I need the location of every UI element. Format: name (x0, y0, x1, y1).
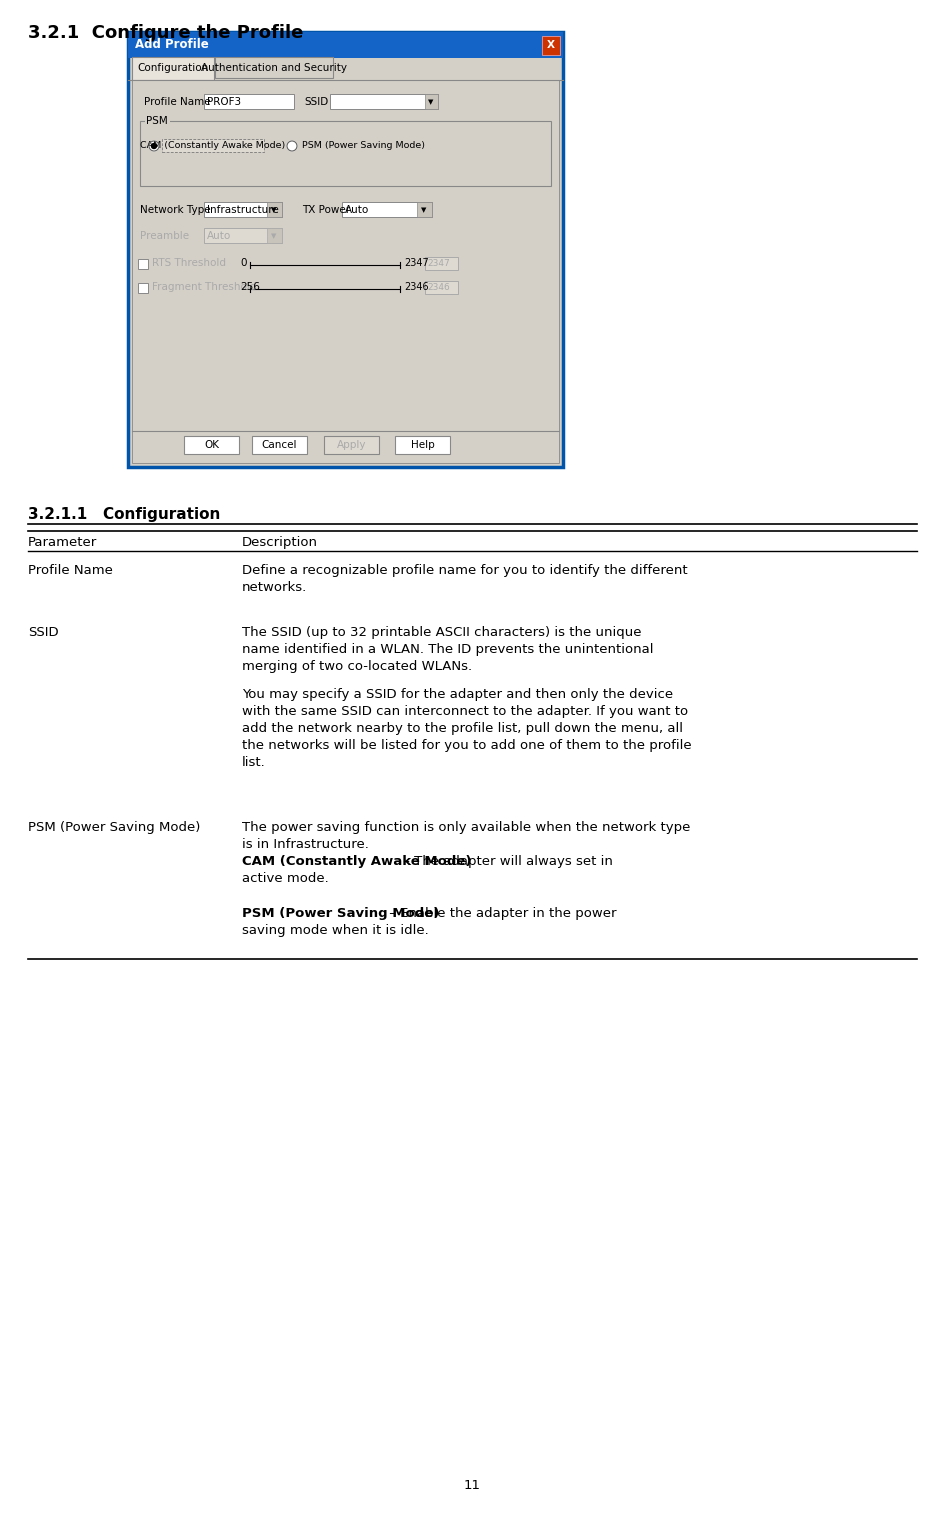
Text: 3.2.1  Configure the Profile: 3.2.1 Configure the Profile (28, 24, 303, 43)
Text: Define a recognizable profile name for you to identify the different: Define a recognizable profile name for y… (242, 565, 687, 577)
Text: CAM (Constantly Awake Mode): CAM (Constantly Awake Mode) (141, 142, 285, 151)
Text: 2347: 2347 (404, 259, 429, 268)
Bar (252, 435, 307, 454)
Text: 256: 256 (240, 282, 260, 292)
Text: ▼: ▼ (428, 99, 433, 105)
Bar (204, 202, 281, 218)
Text: The SSID (up to 32 printable ASCII characters) is the unique: The SSID (up to 32 printable ASCII chara… (242, 626, 641, 639)
Bar (267, 228, 281, 244)
Circle shape (287, 142, 296, 151)
Bar (416, 202, 431, 218)
Text: PSM (Power Saving Mode): PSM (Power Saving Mode) (302, 140, 425, 149)
Text: PSM: PSM (145, 116, 168, 126)
Bar (204, 228, 281, 244)
Text: SSID: SSID (304, 97, 328, 107)
Text: SSID: SSID (28, 626, 59, 639)
Text: merging of two co-located WLANs.: merging of two co-located WLANs. (242, 661, 472, 673)
Bar (342, 202, 431, 218)
Bar (132, 56, 213, 81)
Bar (395, 435, 449, 454)
Text: networks.: networks. (242, 581, 307, 594)
Bar (132, 81, 559, 463)
Text: RTS Threshold: RTS Threshold (152, 259, 226, 268)
Text: Cancel: Cancel (261, 440, 297, 451)
Bar (542, 37, 560, 55)
Text: add the network nearby to the profile list, pull down the menu, all: add the network nearby to the profile li… (242, 721, 683, 735)
Text: 2346: 2346 (404, 282, 429, 292)
Text: 2347: 2347 (427, 259, 449, 268)
Text: TX Power: TX Power (302, 205, 350, 215)
Bar (215, 56, 332, 78)
Text: Parameter: Parameter (28, 536, 97, 549)
Bar (138, 259, 148, 269)
Text: 0: 0 (240, 259, 246, 268)
Text: ▼: ▼ (421, 207, 427, 213)
Text: – Enable the adapter in the power: – Enable the adapter in the power (384, 907, 615, 919)
Text: list.: list. (242, 756, 265, 769)
Text: Configuration: Configuration (137, 62, 209, 73)
Bar (204, 94, 294, 110)
Text: Profile Name: Profile Name (28, 565, 112, 577)
Text: The power saving function is only available when the network type: The power saving function is only availa… (242, 820, 690, 834)
Text: Auto: Auto (345, 205, 369, 215)
Bar (138, 283, 148, 294)
Text: with the same SSID can interconnect to the adapter. If you want to: with the same SSID can interconnect to t… (242, 705, 687, 718)
Text: 2346: 2346 (427, 283, 449, 292)
Text: Apply: Apply (336, 440, 366, 451)
Bar (267, 202, 281, 218)
Bar (329, 94, 437, 110)
Text: 11: 11 (463, 1479, 480, 1492)
Text: ▼: ▼ (271, 207, 277, 213)
Bar (127, 32, 563, 58)
Text: Description: Description (242, 536, 318, 549)
Bar (184, 435, 239, 454)
Bar (425, 94, 437, 110)
Text: the networks will be listed for you to add one of them to the profile: the networks will be listed for you to a… (242, 740, 691, 752)
Bar (127, 32, 563, 467)
Text: Infrastructure: Infrastructure (207, 205, 278, 215)
Text: saving mode when it is idle.: saving mode when it is idle. (242, 924, 429, 938)
Text: Profile Name: Profile Name (143, 97, 211, 107)
Text: active mode.: active mode. (242, 872, 329, 884)
Text: PSM (Power Saving Mode): PSM (Power Saving Mode) (242, 907, 439, 919)
Circle shape (151, 143, 157, 149)
Text: Add Profile: Add Profile (135, 38, 209, 52)
Bar (324, 435, 379, 454)
Text: is in Infrastructure.: is in Infrastructure. (242, 839, 368, 851)
Text: OK: OK (204, 440, 219, 451)
Text: Help: Help (411, 440, 434, 451)
Bar (425, 257, 458, 269)
Circle shape (149, 142, 159, 151)
Text: Authentication and Security: Authentication and Security (201, 62, 346, 73)
Text: CAM (Constantly Awake Mode): CAM (Constantly Awake Mode) (242, 855, 471, 868)
Text: Auto: Auto (207, 231, 231, 240)
Text: Network Type: Network Type (140, 205, 211, 215)
Bar (425, 282, 458, 294)
Text: Fragment Threshold: Fragment Threshold (152, 282, 256, 292)
Text: – The adapter will always set in: – The adapter will always set in (398, 855, 613, 868)
Text: PSM (Power Saving Mode): PSM (Power Saving Mode) (28, 820, 200, 834)
Bar (161, 139, 263, 152)
Bar (140, 122, 550, 186)
Text: You may specify a SSID for the adapter and then only the device: You may specify a SSID for the adapter a… (242, 688, 672, 702)
Text: 3.2.1.1   Configuration: 3.2.1.1 Configuration (28, 507, 220, 522)
Text: ▼: ▼ (271, 233, 277, 239)
Text: name identified in a WLAN. The ID prevents the unintentional: name identified in a WLAN. The ID preven… (242, 642, 653, 656)
Text: PROF3: PROF3 (207, 97, 241, 107)
Bar (144, 116, 170, 126)
Text: Preamble: Preamble (140, 231, 189, 240)
Text: X: X (547, 40, 554, 50)
